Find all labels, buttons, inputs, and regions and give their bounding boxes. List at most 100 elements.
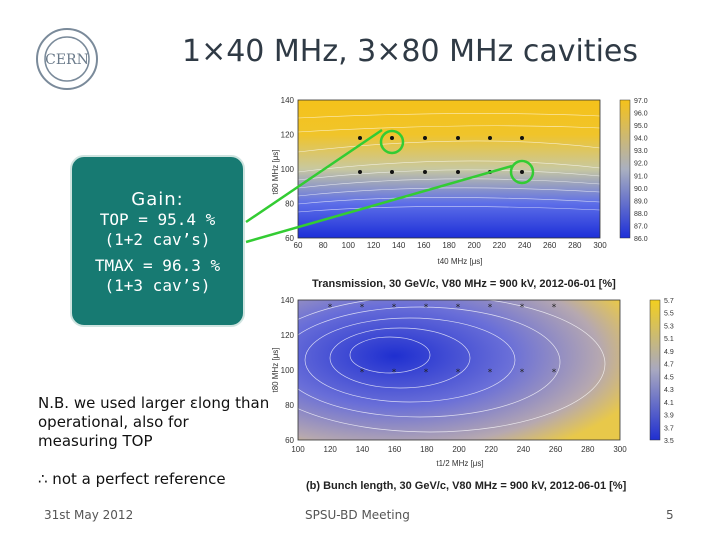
bunch-length-x-tick: 260 <box>549 445 563 454</box>
bunch-length-contours <box>270 295 606 433</box>
bunch-length-colorbar-label: 4.7 <box>664 362 674 369</box>
transmission-y-tick: 100 <box>281 165 295 174</box>
transmission-caption: Transmission, 30 GeV/c, V80 MHz = 900 kV… <box>312 278 616 290</box>
gain-top-cavities: (1+2 cav’s) <box>104 230 211 249</box>
transmission-colorbar-label: 95.0 <box>634 123 648 130</box>
transmission-y-tick: 120 <box>281 131 295 140</box>
transmission-x-tick: 140 <box>392 241 406 250</box>
bunch-length-y-tick: 80 <box>285 401 294 410</box>
bunch-length-x-tick: 240 <box>517 445 531 454</box>
svg-text:*: * <box>520 368 525 378</box>
bunch-length-x-tick: 200 <box>452 445 466 454</box>
transmission-colorbar-label: 87.0 <box>634 223 648 230</box>
transmission-y-tick: 80 <box>285 200 294 209</box>
svg-text:*: * <box>552 368 557 378</box>
svg-text:*: * <box>456 368 461 378</box>
transmission-colorbar-label: 92.0 <box>634 161 648 168</box>
bunch-length-colorbar-label: 4.3 <box>664 387 674 394</box>
gain-box: Gain: TOP = 95.4 % (1+2 cav’s) TMAX = 96… <box>70 155 245 327</box>
svg-text:*: * <box>488 368 493 378</box>
transmission-x-tick: 160 <box>417 241 431 250</box>
transmission-x-label: t40 MHz [μs] <box>437 257 482 266</box>
svg-text:*: * <box>328 303 333 313</box>
transmission-colorbar-labels: 86.0 87.0 88.0 89.0 90.0 91.0 92.0 93.0 94.0 95.0… <box>634 98 648 243</box>
svg-text:*: * <box>360 303 365 313</box>
transmission-x-tick: 120 <box>367 241 381 250</box>
slide-title: 1×40 MHz, 3×80 MHz cavities <box>181 34 638 69</box>
bunch-length-y-ticks: 60 80 100 120 140 <box>281 296 295 445</box>
footer-meeting: SPSU-BD Meeting <box>305 508 410 522</box>
transmission-colorbar-label: 90.0 <box>634 186 648 193</box>
svg-text:*: * <box>488 303 493 313</box>
transmission-x-tick: 300 <box>593 241 607 250</box>
bunch-length-x-tick: 160 <box>388 445 402 454</box>
transmission-colorbar-label: 91.0 <box>634 173 648 180</box>
bunch-length-x-ticks: 100 120 140 160 180 200 220 240 260 280 300 <box>291 445 627 454</box>
transmission-x-tick: 180 <box>442 241 456 250</box>
bunch-length-x-tick: 120 <box>324 445 338 454</box>
bunch-length-caption: (b) Bunch length, 30 GeV/c, V80 MHz = 90… <box>306 480 627 492</box>
transmission-x-tick: 240 <box>518 241 532 250</box>
bunch-length-colorbar-label: 4.1 <box>664 400 674 407</box>
transmission-contour-plot: 60 80 100 120 140 60 80 100 120 140 160 180 200 220 2… <box>271 96 648 266</box>
bunch-length-markers: * * * * * * * * * * * * * * * <box>328 303 557 378</box>
transmission-x-tick: 100 <box>342 241 356 250</box>
bunch-length-heatmap <box>298 300 620 440</box>
transmission-x-tick: 200 <box>467 241 481 250</box>
bunch-length-colorbar-label: 4.9 <box>664 349 674 356</box>
svg-text:*: * <box>392 303 397 313</box>
svg-text:*: * <box>360 368 365 378</box>
transmission-colorbar-label: 94.0 <box>634 136 648 143</box>
logo-text: CERN <box>45 52 89 68</box>
svg-text:*: * <box>424 368 429 378</box>
transmission-x-tick: 260 <box>543 241 557 250</box>
transmission-colorbar <box>619 99 631 239</box>
transmission-x-tick: 280 <box>568 241 582 250</box>
bunch-length-x-tick: 280 <box>581 445 595 454</box>
cern-logo: CERN <box>36 28 98 90</box>
bunch-length-colorbar-label: 5.7 <box>664 298 674 305</box>
transmission-colorbar-label: 88.0 <box>634 211 648 218</box>
bunch-length-y-label: t80 MHz [μs] <box>271 347 280 392</box>
gain-max-cavities: (1+3 cav’s) <box>104 276 211 295</box>
transmission-colorbar-label: 96.0 <box>634 111 648 118</box>
svg-text:*: * <box>520 303 525 313</box>
footer-date: 31st May 2012 <box>44 508 134 522</box>
bunch-length-x-tick: 180 <box>420 445 434 454</box>
bunch-length-x-tick: 100 <box>291 445 305 454</box>
page-number: 5 <box>666 508 674 522</box>
transmission-y-ticks: 60 80 100 120 140 <box>281 96 295 243</box>
bunch-length-y-tick: 140 <box>281 296 295 305</box>
bunch-length-colorbar-label: 5.5 <box>664 311 674 318</box>
transmission-colorbar-label: 89.0 <box>634 198 648 205</box>
bunch-length-x-label: t1/2 MHz [μs] <box>436 459 483 468</box>
transmission-x-tick: 60 <box>294 241 303 250</box>
bunch-length-colorbar-label: 3.5 <box>664 438 674 445</box>
bunch-length-y-tick: 100 <box>281 366 295 375</box>
svg-text:*: * <box>424 303 429 313</box>
bunch-length-y-tick: 60 <box>285 436 294 445</box>
transmission-colorbar-label: 86.0 <box>634 236 648 243</box>
transmission-x-tick: 80 <box>319 241 328 250</box>
gain-max-value: TMAX = 96.3 % <box>94 256 221 275</box>
transmission-x-tick: 220 <box>493 241 507 250</box>
svg-text:*: * <box>552 303 557 313</box>
bunch-length-x-tick: 140 <box>356 445 370 454</box>
transmission-y-tick: 140 <box>281 96 295 105</box>
transmission-y-tick: 60 <box>285 234 294 243</box>
bunch-length-colorbar-label: 3.9 <box>664 413 674 420</box>
bunch-length-colorbar-label: 4.5 <box>664 374 674 381</box>
bunch-length-x-tick: 220 <box>485 445 499 454</box>
arrow-to-max <box>245 164 513 244</box>
transmission-y-label: t80 MHz [μs] <box>271 149 280 194</box>
highlight-top-circle <box>379 129 405 155</box>
arrow-to-top <box>245 128 383 224</box>
note-reference: ∴ not a perfect reference <box>38 470 226 488</box>
bunch-length-colorbar-labels: 3.5 3.7 3.9 4.1 4.3 4.5 4.7 4.9 5.1 5.3 5.5 5.7 <box>664 298 674 445</box>
bunch-length-y-tick: 120 <box>281 331 295 340</box>
gain-title: Gain: <box>131 189 184 210</box>
gain-top-value: TOP = 95.4 % <box>99 210 216 229</box>
svg-text:*: * <box>392 368 397 378</box>
